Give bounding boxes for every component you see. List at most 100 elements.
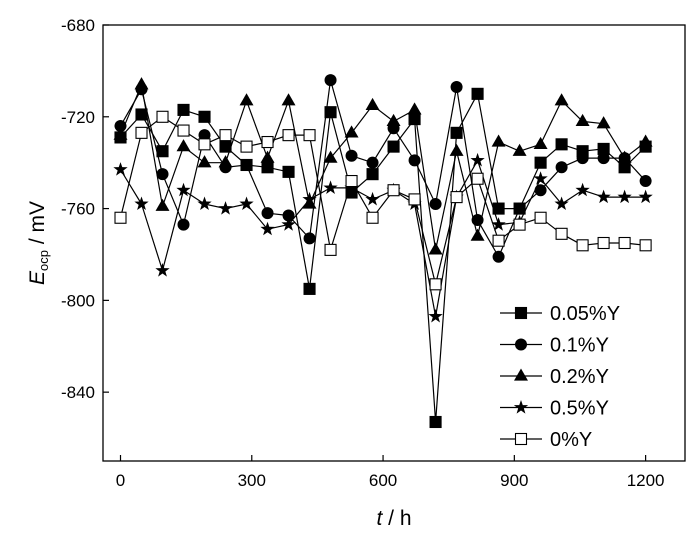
data-point (323, 150, 338, 163)
data-point (639, 175, 652, 188)
data-point (407, 102, 422, 115)
data-point (596, 189, 611, 204)
data-point (575, 182, 590, 197)
data-point (197, 196, 212, 211)
x-tick-label: 900 (500, 471, 528, 490)
data-point (512, 143, 527, 156)
data-point (345, 174, 358, 188)
data-point (303, 232, 316, 245)
data-point (240, 158, 253, 171)
data-point (156, 145, 169, 158)
legend-label: 0.2%Y (550, 366, 609, 388)
data-point (345, 149, 358, 162)
data-point (534, 156, 547, 169)
data-point (261, 135, 274, 149)
y-axis-unit: / mV (26, 201, 49, 250)
data-point (596, 116, 611, 129)
data-point (471, 172, 484, 185)
data-point (218, 155, 233, 168)
x-axis-title: t / h (376, 507, 411, 530)
data-point (198, 129, 211, 142)
data-point (260, 221, 275, 236)
data-point (134, 77, 149, 90)
data-point (134, 196, 149, 211)
data-point (261, 161, 274, 174)
series-0.2%Y (113, 77, 653, 255)
data-point (239, 196, 254, 211)
data-point (197, 155, 212, 168)
series-layer (113, 74, 653, 429)
y-axis-title: Eocp / mV (26, 201, 51, 285)
data-point (429, 415, 442, 429)
data-point (218, 201, 233, 215)
data-point (450, 126, 463, 139)
data-point (554, 196, 569, 211)
data-point (282, 209, 295, 222)
plot-area (102, 24, 686, 462)
data-point (575, 113, 590, 127)
data-point (386, 113, 401, 127)
data-point (492, 234, 505, 247)
x-tick-label: 0 (116, 471, 125, 490)
data-point (449, 143, 464, 156)
data-point (366, 211, 379, 224)
data-point (491, 134, 506, 147)
legend-item: 0.05%Y (500, 303, 620, 325)
data-point (239, 93, 254, 106)
legend: 0.05%Y 0.1%Y 0.2%Y 0.5%Y 0%Y (500, 303, 620, 451)
legend-label: 0%Y (550, 429, 592, 451)
data-point (576, 152, 589, 165)
data-point (513, 218, 526, 231)
data-point (324, 74, 337, 87)
data-point (177, 103, 190, 116)
data-point (282, 129, 295, 142)
data-point (302, 196, 317, 209)
legend-item: 0.1%Y (500, 335, 609, 357)
data-point (261, 207, 274, 220)
data-point (387, 140, 400, 153)
legend-marker (514, 306, 528, 320)
data-point (282, 165, 295, 178)
data-point (555, 138, 568, 151)
legend-marker (515, 338, 527, 351)
data-point (450, 191, 463, 204)
data-point (576, 239, 589, 252)
data-point (428, 308, 443, 323)
data-point (281, 217, 296, 231)
data-point (344, 180, 359, 194)
legend-label: 0.5%Y (550, 398, 609, 420)
data-point (177, 218, 190, 231)
data-point (219, 129, 232, 142)
data-point (492, 250, 505, 263)
data-point (198, 138, 211, 151)
data-point (113, 127, 128, 140)
data-point (281, 93, 296, 106)
legend-item: 0%Y (500, 429, 592, 451)
data-point (597, 236, 610, 250)
data-point (534, 211, 547, 224)
data-point (408, 113, 421, 126)
data-point (366, 156, 379, 169)
data-point (639, 239, 652, 252)
data-point (597, 152, 610, 165)
data-point (491, 217, 506, 231)
legend-label: 0.05%Y (550, 303, 620, 325)
series-line (119, 159, 646, 317)
data-point (618, 236, 631, 250)
data-point (429, 278, 442, 291)
data-point (135, 108, 148, 121)
data-point (323, 180, 338, 194)
data-point (156, 168, 169, 181)
y-axis-subscript: ocp (36, 250, 51, 271)
data-point (366, 168, 379, 181)
data-point (617, 150, 632, 163)
x-axis-unit: / h (382, 507, 411, 530)
data-point (555, 161, 568, 174)
data-point (470, 152, 485, 167)
series-0%Y (114, 110, 652, 291)
data-point (534, 184, 547, 197)
y-tick-label: -800 (61, 291, 95, 310)
data-point (429, 197, 442, 210)
y-axis-variable: E (26, 270, 49, 285)
